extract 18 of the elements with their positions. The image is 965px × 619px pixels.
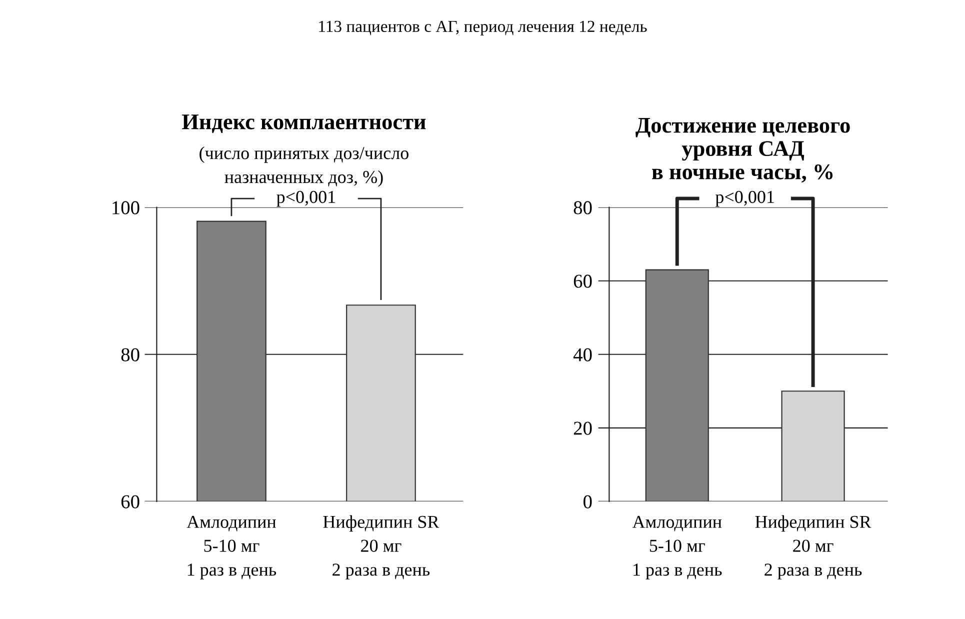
y-tick-label: 0 — [584, 495, 592, 508]
text: p<0,001 — [715, 190, 774, 207]
y-tick-label: 60 — [574, 274, 592, 288]
chart-subtitle: (число принятых доз/число назначенных доз, %) — [200, 146, 408, 187]
y-tick-label: 80 — [574, 201, 592, 214]
y-tick-label: 100 — [112, 201, 140, 214]
chart-title: Индекс комплаентности — [182, 114, 426, 133]
y-tick-label: 40 — [573, 348, 592, 362]
x-tick-label: Нифедипин SR 20 мг 2 раза в день — [323, 515, 440, 580]
y-tick-label: 80 — [121, 348, 140, 362]
chart-title: Достижение целевого уровня САД в ночные часы, % — [636, 118, 850, 183]
y-tick-label: 20 — [574, 422, 592, 435]
x-tick-label: Амлодипин 5-10 мг 1 раз в день — [186, 516, 276, 580]
x-tick-label: Нифедипин SR 20 мг 2 раза в день — [755, 515, 872, 580]
text: 113 пациентов с АГ, период лечения 12 недель — [319, 20, 647, 36]
y-tick-label: 60 — [121, 495, 140, 508]
x-tick-label: Амлодипин 5-10 мг 1 раз в день — [632, 516, 722, 580]
text: p<0,001 — [276, 190, 336, 207]
